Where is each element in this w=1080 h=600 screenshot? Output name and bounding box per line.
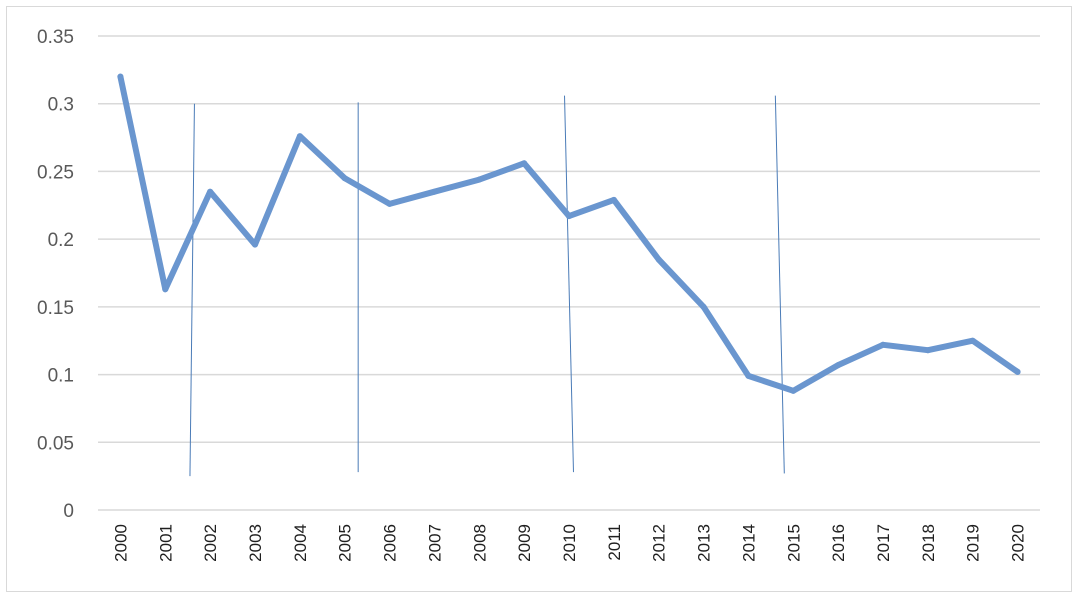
data-point [521,160,528,167]
x-tick-label: 2009 [515,524,534,562]
data-point [117,73,124,80]
data-point [207,188,214,195]
annotation-line [564,95,574,473]
x-tick-label: 2010 [560,524,579,562]
y-tick-label: 0.15 [37,298,74,319]
x-tick-label: 2001 [156,524,175,562]
x-tick-label: 2015 [784,524,803,562]
x-tick-label: 2020 [1009,524,1028,562]
y-tick-label: 0.35 [37,27,74,48]
y-axis-ticks: 0 0.05 0.1 0.15 0.2 0.25 0.3 0.35 [37,27,74,522]
series-group [117,73,1021,394]
y-tick-label: 0 [63,501,74,522]
annotation-lines [189,95,785,477]
x-tick-label: 2005 [336,524,355,562]
x-tick-label: 2000 [111,524,130,562]
x-tick-label: 2008 [470,524,489,562]
data-point [1014,368,1021,375]
data-point [386,200,393,207]
data-point [566,213,572,220]
data-point [476,176,483,183]
x-tick-label: 2003 [246,524,265,562]
y-tick-label: 0.1 [48,366,74,387]
x-tick-label: 2011 [605,524,624,561]
x-tick-label: 2019 [964,524,983,562]
x-tick-label: 2006 [381,524,400,562]
data-point [924,347,931,354]
x-tick-label: 2018 [919,524,938,562]
data-point [296,133,303,140]
data-point [655,256,662,263]
x-tick-label: 2007 [425,524,444,562]
x-tick-label: 2014 [739,524,758,562]
y-tick-label: 0.3 [48,95,74,116]
data-point [610,196,617,203]
data-point [252,241,258,248]
data-point [969,337,976,344]
data-point [700,303,707,310]
y-tick-label: 0.2 [48,230,74,251]
data-point [880,341,886,348]
data-point [835,362,842,369]
data-point [745,372,752,379]
x-tick-label: 2012 [650,524,669,562]
x-tick-label: 2017 [874,524,893,562]
x-tick-label: 2004 [291,524,310,562]
x-tick-label: 2016 [829,524,848,562]
x-axis-ticks: 2000 2001 2002 2003 2004 2005 2006 2007 2008 2009… [111,524,1027,562]
annotation-line [189,103,195,477]
y-tick-label: 0.05 [37,433,74,454]
data-point [431,188,438,195]
annotation-line [774,95,785,474]
data-point [162,286,169,293]
x-tick-label: 2002 [201,524,220,562]
y-tick-label: 0.25 [37,162,74,183]
data-point [341,175,348,182]
data-point [790,387,797,394]
x-tick-label: 2013 [695,524,714,562]
